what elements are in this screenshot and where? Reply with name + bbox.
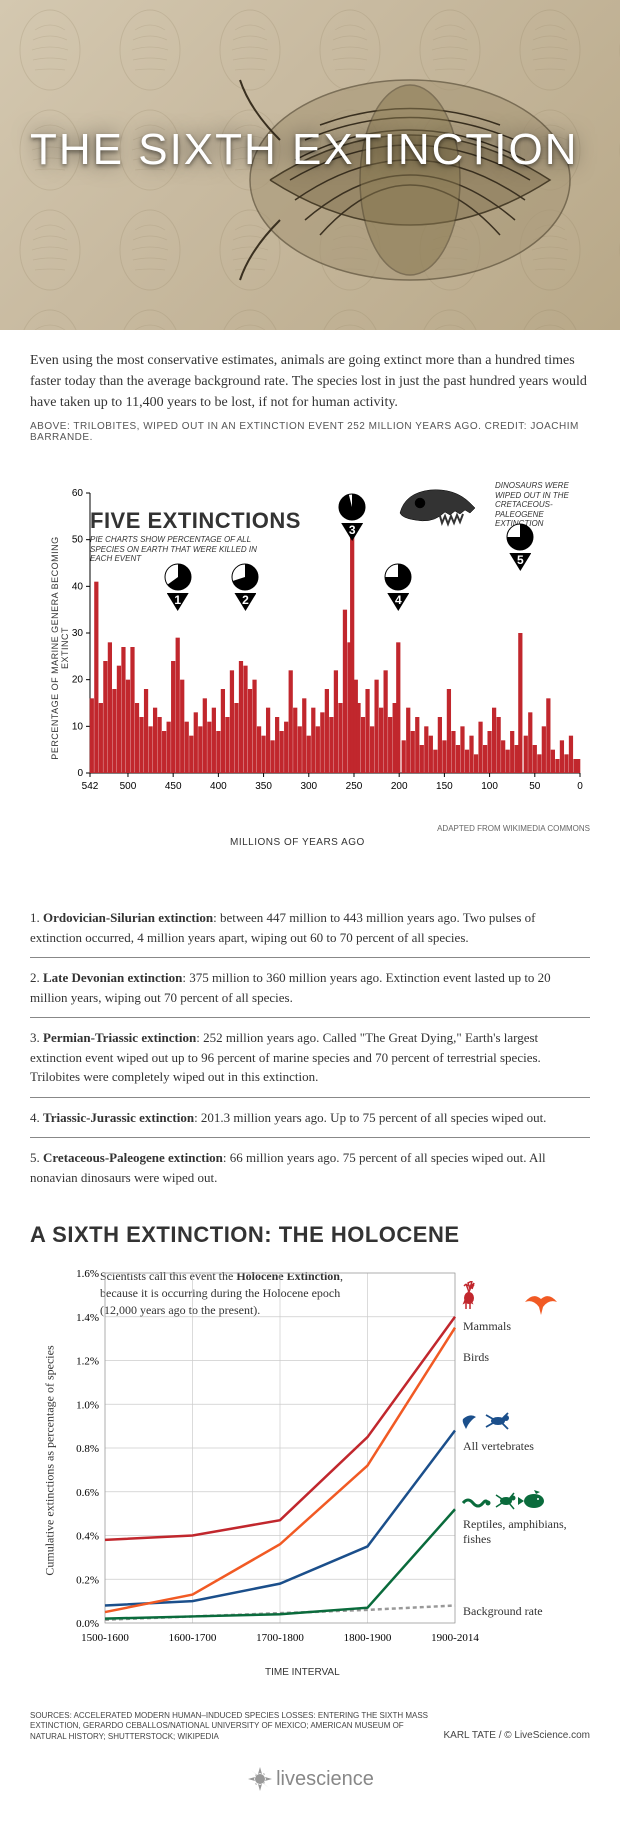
livescience-logo: livescience	[246, 1765, 374, 1793]
svg-text:1.0%: 1.0%	[76, 1399, 99, 1411]
svg-text:200: 200	[391, 781, 408, 792]
chart1-xlabel: MILLIONS OF YEARS AGO	[230, 837, 365, 848]
extinction-item: 2. Late Devonian extinction: 375 million…	[30, 958, 590, 1018]
sources-text: SOURCES: ACCELERATED MODERN HUMAN–INDUCE…	[30, 1711, 430, 1742]
chart2-title: A SIXTH EXTINCTION: THE HOLOCENE	[30, 1222, 590, 1248]
holocene-chart: Scientists call this event the Holocene …	[30, 1263, 590, 1683]
svg-text:250: 250	[346, 781, 363, 792]
svg-text:1.2%: 1.2%	[76, 1356, 99, 1368]
svg-text:20: 20	[72, 675, 84, 686]
svg-text:1.4%: 1.4%	[76, 1312, 99, 1324]
hero-banner: THE SIXTH EXTINCTION	[0, 0, 620, 330]
series-label-vertebrates: All vertebrates	[463, 1439, 583, 1453]
svg-text:1900-2014: 1900-2014	[431, 1632, 479, 1644]
extinction-item: 3. Permian-Triassic extinction: 252 mill…	[30, 1018, 590, 1098]
svg-text:50: 50	[529, 781, 541, 792]
series-label-background: Background rate	[463, 1604, 583, 1618]
svg-text:0.8%: 0.8%	[76, 1443, 99, 1455]
svg-text:40: 40	[72, 581, 84, 592]
svg-text:1700-1800: 1700-1800	[256, 1632, 304, 1644]
extinction-marker-2: 2	[231, 563, 259, 591]
svg-text:150: 150	[436, 781, 453, 792]
svg-text:350: 350	[255, 781, 272, 792]
series-label-reptiles: Reptiles, amphibians, fishes	[463, 1517, 583, 1546]
trilobite-illustration	[210, 60, 590, 300]
extinction-item: 1. Ordovician-Silurian extinction: betwe…	[30, 898, 590, 958]
svg-text:1800-1900: 1800-1900	[344, 1632, 392, 1644]
extinction-list: 1. Ordovician-Silurian extinction: betwe…	[0, 898, 620, 1197]
logo-text: livescience	[276, 1768, 374, 1791]
svg-text:0.6%: 0.6%	[76, 1487, 99, 1499]
svg-text:300: 300	[300, 781, 317, 792]
logo-burst-icon	[246, 1765, 274, 1793]
svg-text:100: 100	[481, 781, 498, 792]
svg-text:30: 30	[72, 628, 84, 639]
dino-skull-icon	[390, 478, 480, 538]
svg-text:1.6%: 1.6%	[76, 1268, 99, 1280]
extinction-item: 4. Triassic-Jurassic extinction: 201.3 m…	[30, 1098, 590, 1139]
extinction-marker-5: 5	[506, 523, 534, 551]
svg-text:500: 500	[120, 781, 137, 792]
hero-caption: ABOVE: TRILOBITES, WIPED OUT IN AN EXTIN…	[30, 421, 590, 443]
chart2-ylabel: Cumulative extinctions as percentage of …	[43, 1321, 58, 1601]
svg-text:10: 10	[72, 721, 84, 732]
chart1-ylabel: PERCENTAGE OF MARINE GENERA BECOMING EXT…	[50, 528, 70, 768]
svg-text:0.0%: 0.0%	[76, 1618, 99, 1630]
vertebrates-icon	[458, 1407, 518, 1440]
svg-text:0: 0	[77, 768, 83, 779]
svg-text:450: 450	[165, 781, 182, 792]
extinction-marker-1: 1	[164, 563, 192, 591]
svg-text:400: 400	[210, 781, 227, 792]
five-extinctions-chart: FIVE EXTINCTIONS PIE CHARTS SHOW PERCENT…	[30, 473, 590, 853]
extinction-item: 5. Cretaceous-Paleogene extinction: 66 m…	[30, 1138, 590, 1197]
chart1-adapted: ADAPTED FROM WIKIMEDIA COMMONS	[437, 824, 590, 833]
dino-note: DINOSAURS WERE WIPED OUT IN THE CRETACEO…	[495, 481, 580, 529]
hero-title: THE SIXTH EXTINCTION	[30, 125, 590, 175]
svg-text:0: 0	[577, 781, 583, 792]
svg-text:0.4%: 0.4%	[76, 1531, 99, 1543]
intro-text: Even using the most conservative estimat…	[30, 350, 590, 413]
mammals-icon	[458, 1281, 494, 1316]
svg-text:50: 50	[72, 535, 84, 546]
svg-text:1500-1600: 1500-1600	[81, 1632, 129, 1644]
credit: KARL TATE / © LiveScience.com	[444, 1729, 591, 1742]
footer: livescience	[0, 1750, 620, 1823]
svg-text:542: 542	[82, 781, 99, 792]
extinction-marker-3: 3	[338, 493, 366, 521]
svg-text:0.2%: 0.2%	[76, 1574, 99, 1586]
svg-text:1600-1700: 1600-1700	[169, 1632, 217, 1644]
sources-row: SOURCES: ACCELERATED MODERN HUMAN–INDUCE…	[0, 1703, 620, 1750]
svg-text:60: 60	[72, 488, 84, 499]
birds-icon	[523, 1287, 559, 1322]
reptiles-icon	[458, 1485, 548, 1520]
chart2-xlabel: TIME INTERVAL	[265, 1667, 340, 1678]
series-label-birds: Birds	[463, 1350, 489, 1364]
extinction-marker-4: 4	[384, 563, 412, 591]
